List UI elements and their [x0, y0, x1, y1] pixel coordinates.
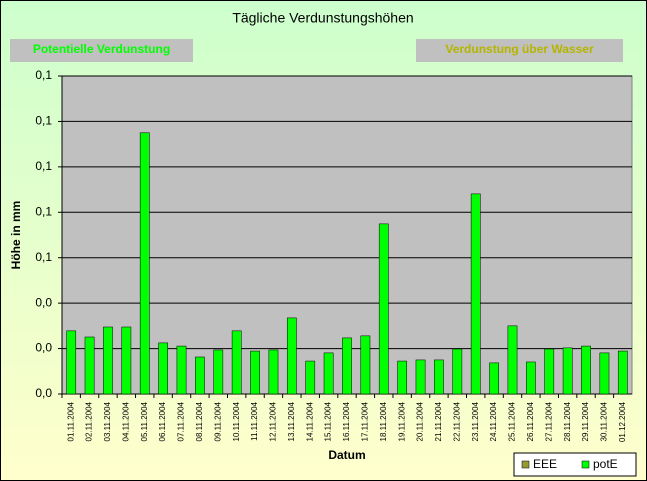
bar [66, 330, 77, 395]
y-tick-label: 0,0 [35, 341, 52, 355]
annotation: Verdunstung über Wasser [445, 42, 594, 56]
x-tick-label: 01.12.2004 [618, 401, 627, 442]
x-axis-label: Datum [328, 448, 365, 462]
bar [562, 347, 573, 395]
bar [360, 335, 371, 395]
x-tick-label: 07.11.2004 [177, 401, 186, 441]
bar [176, 345, 187, 395]
bar [342, 337, 352, 395]
bar [617, 350, 628, 395]
bar [581, 345, 591, 395]
x-tick-label: 05.11.2004 [140, 401, 149, 441]
y-tick-label: 0,0 [35, 295, 52, 309]
y-tick-label: 0,1 [35, 250, 52, 264]
x-tick-label: 28.11.2004 [563, 401, 572, 441]
bar [268, 349, 279, 395]
bar [470, 193, 481, 395]
legend-label: potE [593, 457, 618, 471]
x-tick-label: 22.11.2004 [452, 401, 461, 441]
bar [84, 336, 95, 395]
x-tick-label: 27.11.2004 [544, 401, 553, 441]
x-tick-label: 13.11.2004 [287, 401, 296, 441]
bar [121, 326, 132, 395]
bar [323, 352, 334, 395]
bar [231, 330, 242, 395]
y-tick-label: 0,1 [35, 68, 52, 82]
bar [397, 360, 408, 395]
legend-label: EEE [533, 457, 557, 471]
x-tick-label: 26.11.2004 [526, 401, 535, 441]
y-tick-label: 0,0 [35, 386, 52, 400]
bar [250, 350, 260, 395]
x-tick-label: 11.11.2004 [250, 401, 259, 440]
bar [434, 359, 444, 395]
x-tick-label: 04.11.2004 [121, 401, 130, 441]
x-tick-label: 01.11.2004 [66, 401, 75, 441]
x-tick-label: 03.11.2004 [103, 401, 112, 441]
x-tick-label: 09.11.2004 [213, 401, 222, 441]
x-tick-label: 08.11.2004 [195, 401, 204, 441]
x-tick-label: 18.11.2004 [379, 401, 388, 441]
annotation-box [10, 39, 193, 62]
x-tick-label: 23.11.2004 [471, 401, 480, 441]
y-axis-label: Höhe in mm [9, 201, 23, 270]
y-tick-label: 0,1 [35, 159, 52, 173]
x-tick-label: 20.11.2004 [416, 401, 425, 441]
x-tick-label: 16.11.2004 [342, 401, 351, 441]
x-tick-label: 12.11.2004 [269, 401, 278, 441]
bar [507, 325, 518, 395]
x-tick-label: 30.11.2004 [600, 401, 609, 441]
x-tick-label: 06.11.2004 [158, 401, 167, 441]
y-tick-label: 0,1 [35, 114, 52, 128]
annotation-box [416, 39, 623, 62]
bar [213, 349, 224, 395]
bar [139, 132, 150, 395]
x-tick-label: 02.11.2004 [85, 401, 94, 441]
x-tick-label: 15.11.2004 [324, 401, 333, 441]
legend-swatch [521, 460, 530, 469]
x-tick-label: 19.11.2004 [397, 401, 406, 441]
bar [415, 359, 426, 395]
legend-swatch [581, 460, 590, 469]
x-tick-label: 29.11.2004 [581, 401, 590, 441]
bar [378, 223, 389, 395]
legend-box [513, 452, 637, 477]
x-tick-label: 24.11.2004 [489, 401, 498, 441]
annotation: Potentielle Verdunstung [33, 42, 170, 56]
x-tick-label: 25.11.2004 [508, 401, 517, 441]
bar [544, 348, 555, 395]
bar [103, 326, 113, 395]
x-tick-label: 14.11.2004 [305, 401, 314, 441]
bar [286, 317, 297, 395]
bar [489, 362, 499, 395]
bar [526, 361, 536, 395]
y-tick-label: 0,1 [35, 204, 52, 218]
x-tick-label: 10.11.2004 [232, 401, 241, 441]
bar [599, 352, 610, 395]
bar [305, 360, 316, 395]
x-tick-label: 17.11.2004 [360, 401, 369, 441]
bar [452, 348, 463, 395]
bar [158, 342, 168, 395]
chart-title: Tägliche Verdunstungshöhen [232, 10, 413, 26]
bar [195, 356, 205, 395]
x-tick-label: 21.11.2004 [434, 401, 443, 441]
